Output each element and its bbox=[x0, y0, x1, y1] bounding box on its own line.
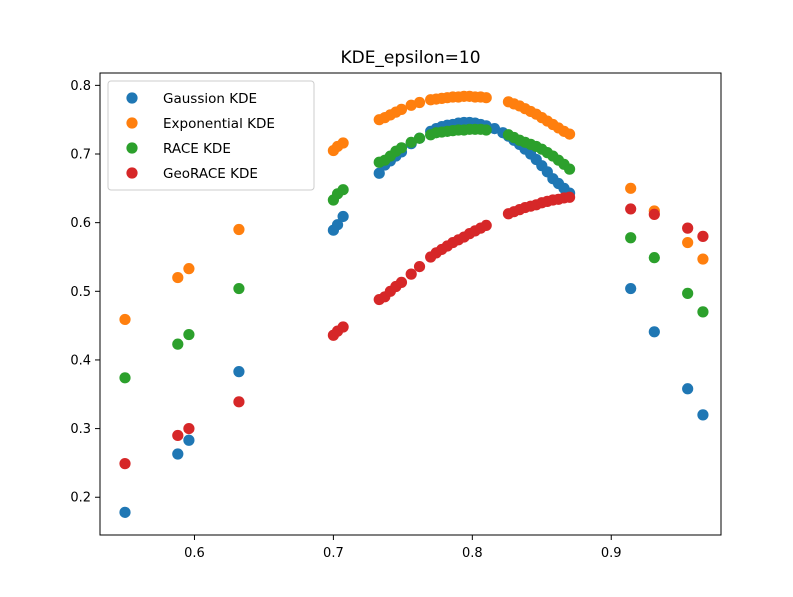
data-point bbox=[337, 210, 349, 223]
y-tick-label: 0.6 bbox=[70, 216, 91, 231]
data-point bbox=[625, 182, 637, 194]
data-point bbox=[625, 232, 637, 244]
data-point bbox=[648, 208, 660, 221]
data-point bbox=[480, 92, 492, 104]
data-point bbox=[697, 409, 709, 421]
y-tick-label: 0.7 bbox=[70, 148, 91, 163]
data-point bbox=[563, 128, 576, 140]
data-point bbox=[488, 123, 501, 135]
data-point bbox=[395, 276, 408, 288]
data-point bbox=[682, 236, 694, 249]
x-axis: 0.6 0.7 0.8 0.9 bbox=[184, 535, 622, 561]
data-point bbox=[337, 321, 349, 333]
data-point bbox=[172, 429, 184, 442]
legend-label: RACE KDE bbox=[163, 141, 231, 157]
data-point bbox=[119, 458, 131, 470]
data-point bbox=[682, 222, 694, 234]
series-exponential-kde bbox=[119, 90, 709, 326]
legend-box bbox=[107, 80, 315, 191]
data-point bbox=[563, 191, 576, 203]
legend-label: Exponential KDE bbox=[163, 116, 275, 132]
data-point bbox=[625, 203, 637, 215]
series-georace-kde bbox=[119, 191, 709, 470]
data-point bbox=[119, 372, 131, 384]
y-tick-label: 0.4 bbox=[70, 353, 91, 368]
points-layer bbox=[119, 90, 709, 518]
data-point bbox=[172, 448, 184, 460]
data-point bbox=[648, 252, 660, 264]
series-race-kde bbox=[119, 123, 709, 384]
legend-marker bbox=[126, 117, 138, 129]
legend-marker bbox=[126, 92, 138, 104]
data-point bbox=[183, 328, 195, 341]
data-point bbox=[648, 326, 660, 338]
data-point bbox=[395, 142, 408, 154]
y-tick-label: 0.3 bbox=[70, 422, 91, 437]
y-tick-label: 0.5 bbox=[70, 285, 91, 300]
chart-title: KDE_epsilon=10 bbox=[340, 48, 480, 68]
data-point bbox=[697, 253, 709, 265]
y-tick-label: 0.8 bbox=[70, 79, 91, 94]
x-tick-label: 0.6 bbox=[184, 546, 205, 561]
data-point bbox=[413, 260, 426, 273]
data-point bbox=[119, 506, 131, 518]
legend: Gaussion KDE Exponential KDE RACE KDE GeoRA… bbox=[107, 80, 315, 191]
data-point bbox=[183, 263, 195, 275]
data-point bbox=[405, 268, 417, 280]
data-point bbox=[413, 96, 426, 109]
data-point bbox=[480, 219, 492, 231]
legend-label: Gaussion KDE bbox=[163, 91, 257, 107]
data-point bbox=[183, 423, 195, 435]
data-point bbox=[183, 434, 195, 446]
data-point bbox=[233, 366, 245, 378]
data-point bbox=[395, 103, 408, 115]
y-axis: 0.2 0.3 0.4 0.5 0.6 0.7 0.8 bbox=[70, 79, 100, 506]
data-point bbox=[413, 132, 426, 144]
legend-marker bbox=[126, 167, 138, 179]
data-point bbox=[563, 163, 576, 175]
data-point bbox=[172, 338, 184, 350]
data-point bbox=[233, 282, 245, 295]
x-tick-label: 0.7 bbox=[323, 546, 344, 561]
data-point bbox=[480, 124, 492, 136]
data-point bbox=[697, 306, 709, 318]
data-point bbox=[682, 383, 694, 395]
data-point bbox=[172, 271, 184, 284]
data-point bbox=[337, 184, 349, 196]
data-point bbox=[233, 223, 245, 236]
data-point bbox=[682, 287, 694, 299]
data-point bbox=[119, 313, 131, 326]
data-point bbox=[697, 230, 709, 242]
y-tick-label: 0.2 bbox=[70, 491, 91, 506]
data-point bbox=[233, 396, 245, 408]
data-point bbox=[373, 167, 385, 179]
legend-label: GeoRACE KDE bbox=[163, 166, 258, 182]
data-point bbox=[331, 219, 344, 231]
data-point bbox=[405, 136, 417, 148]
plot-frame bbox=[99, 72, 722, 536]
data-point bbox=[625, 282, 637, 295]
x-tick-label: 0.9 bbox=[601, 546, 622, 561]
legend-marker bbox=[126, 142, 138, 154]
x-tick-label: 0.8 bbox=[462, 546, 483, 561]
data-point bbox=[337, 137, 349, 149]
